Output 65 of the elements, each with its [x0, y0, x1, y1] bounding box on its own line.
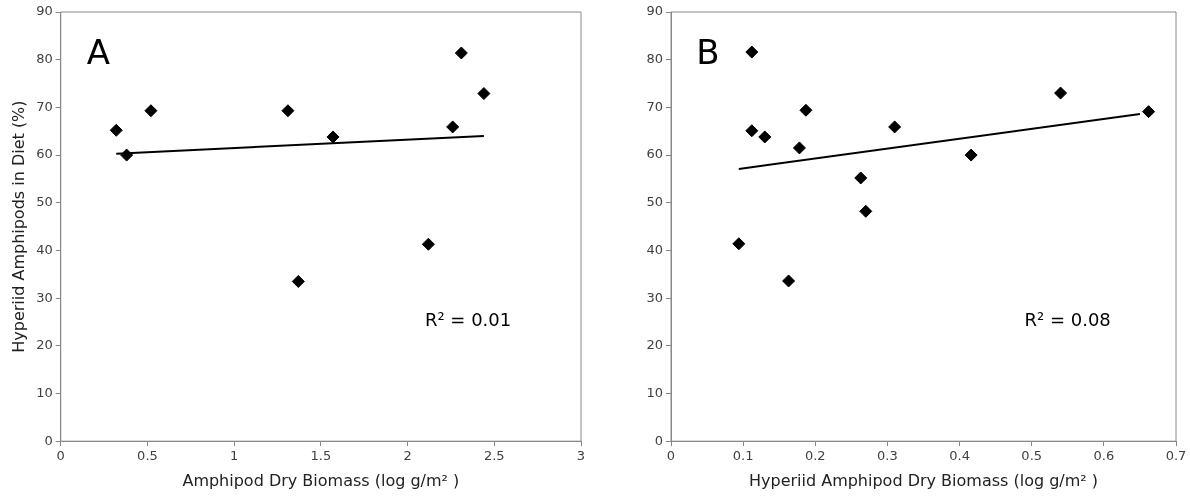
point [477, 87, 491, 101]
y-tick-label: 0 [654, 432, 663, 448]
y-tick-label: 60 [646, 146, 663, 162]
y-tick-label: 20 [646, 337, 663, 353]
point [109, 123, 123, 137]
x-tick-label: 0.2 [804, 448, 826, 464]
x-tick-label: 0.4 [949, 448, 970, 464]
point [859, 204, 873, 218]
x-tick-label: 3 [576, 448, 586, 464]
y-tick-label: 40 [36, 241, 53, 257]
y-tick-label: 60 [36, 146, 53, 162]
point [732, 237, 746, 251]
point [454, 46, 468, 60]
y-tick-label: 40 [646, 241, 663, 257]
y-tick-label: 90 [36, 3, 53, 19]
point [888, 120, 902, 134]
x-tick-label: 2 [403, 448, 412, 464]
y-tick-label: 80 [646, 51, 663, 67]
y-tick-label: 70 [646, 98, 663, 114]
point [1054, 86, 1068, 100]
x-tick-label: 0.6 [1093, 448, 1115, 464]
y-tick-label: 50 [646, 194, 663, 210]
point [745, 45, 759, 59]
point [1142, 105, 1156, 119]
y-tick-label: 0 [44, 432, 53, 448]
point [144, 104, 158, 118]
y-tick-label: 30 [646, 289, 663, 305]
x-tick-label: 0.5 [1021, 448, 1043, 464]
x-axis-title: Amphipod Dry Biomass (log g/m² ) [182, 470, 460, 490]
y-tick-label: 90 [646, 3, 663, 19]
point [120, 148, 134, 162]
y-tick-label: 10 [36, 384, 53, 400]
x-tick-label: 2.5 [483, 448, 505, 464]
y-tick-label: 50 [36, 194, 53, 210]
y-tick-label: 80 [36, 51, 53, 67]
point [854, 171, 868, 185]
y-tick-label: 20 [36, 337, 53, 353]
x-tick-label: 0 [56, 448, 65, 464]
annotation: R² = 0.01 [424, 308, 512, 330]
x-tick-label: 1 [230, 448, 239, 464]
point [964, 148, 978, 162]
point [421, 237, 435, 251]
point [281, 104, 295, 118]
annotation: A [86, 31, 111, 72]
x-tick-label: 0 [666, 448, 676, 464]
x-tick-label: 0.7 [1165, 448, 1187, 464]
point [799, 103, 813, 117]
point [782, 274, 796, 288]
annotation: B [696, 31, 720, 72]
y-tick-label: 10 [646, 384, 663, 400]
x-tick-label: 0.5 [137, 448, 158, 464]
annotation: R² = 0.08 [1024, 308, 1111, 330]
x-tick-label: 1.5 [310, 448, 332, 464]
point [326, 130, 340, 144]
point [758, 130, 772, 144]
x-axis-title: Hyperiid Amphipod Dry Biomass (log g/m² ) [748, 470, 1099, 490]
point [446, 120, 460, 134]
x-tick-label: 0.1 [732, 448, 754, 464]
y-tick-label: 70 [36, 98, 53, 114]
x-tick-label: 0.3 [877, 448, 898, 464]
y-axis-title: Hyperiid Amphipods in Diet (%) [8, 100, 28, 353]
point [792, 141, 806, 155]
point [745, 124, 759, 138]
y-tick-label: 30 [36, 289, 53, 305]
point [291, 274, 305, 288]
